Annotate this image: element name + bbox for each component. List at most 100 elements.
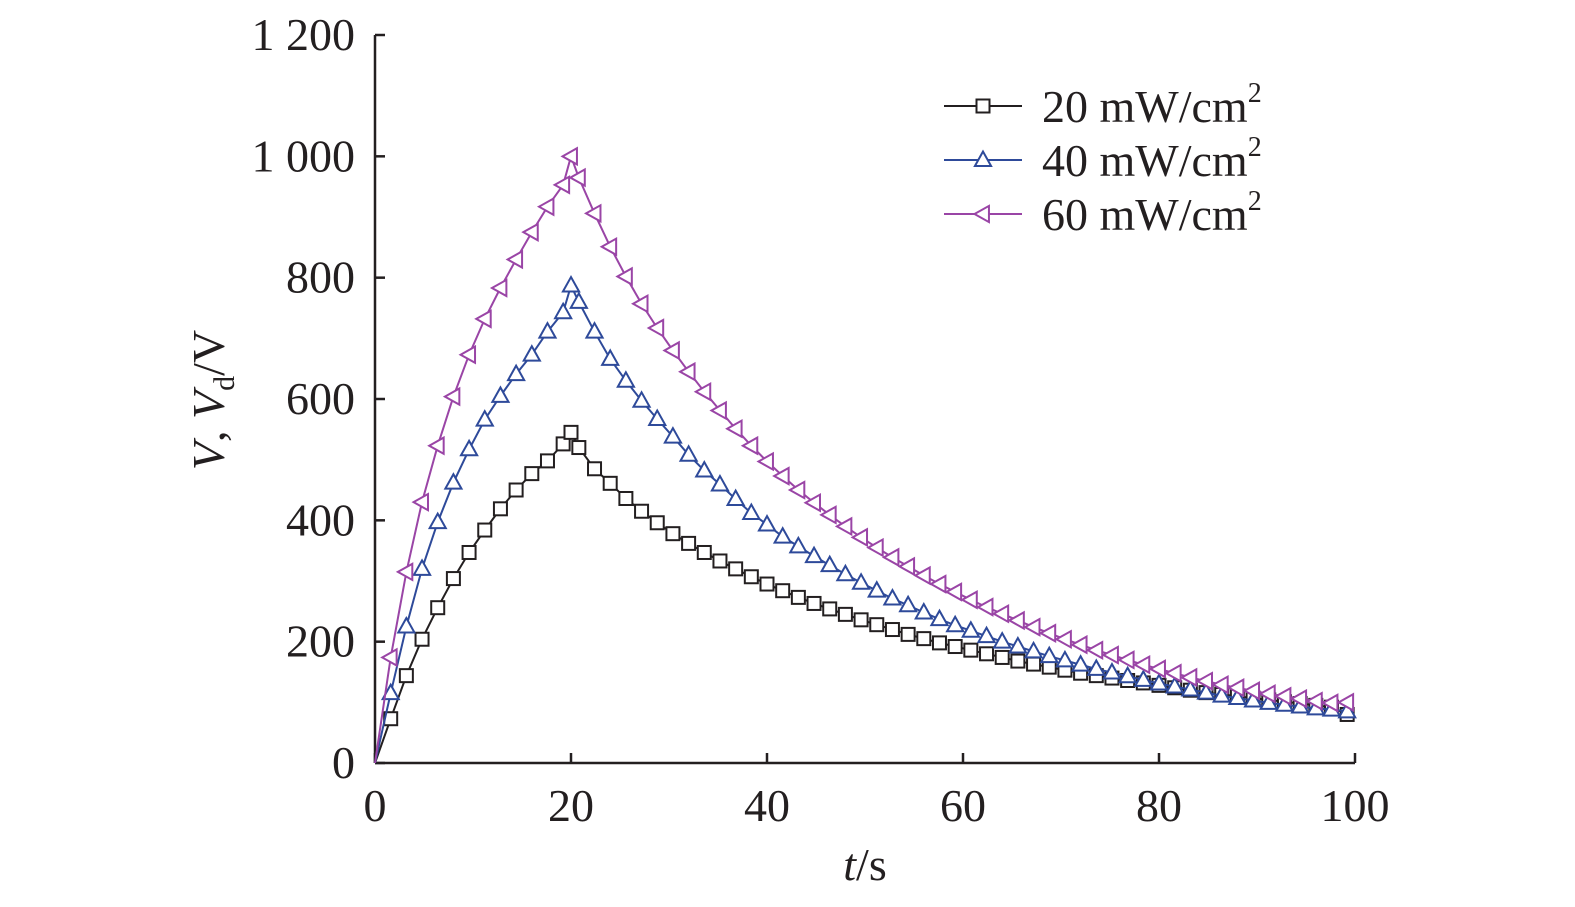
data-point-triangle-left (897, 556, 916, 577)
series-1 (374, 424, 1355, 764)
data-point-triangle-left (1226, 677, 1245, 698)
data-point-triangle-up (1055, 649, 1075, 668)
legend-label-3-superscript: 2 (1248, 186, 1262, 217)
data-point-triangle-up (380, 682, 401, 701)
data-point-square (759, 576, 775, 592)
data-point-triangle-left (631, 293, 649, 314)
data-point-square (947, 639, 963, 655)
data-point-triangle-up (1243, 689, 1263, 708)
data-point-triangle-left (458, 344, 477, 365)
legend-label-2-superscript: 2 (1248, 132, 1262, 163)
data-point-triangle-up (553, 301, 573, 320)
data-point-square (602, 475, 618, 491)
x-ticks: 0 20 40 60 80 100 (364, 753, 1390, 831)
data-point-triangle-left (725, 418, 743, 439)
x-tick-label: 100 (1321, 780, 1390, 831)
data-point-triangle-left (1023, 617, 1041, 637)
data-point-triangle-left (411, 492, 429, 512)
data-point-triangle-left (1007, 610, 1025, 631)
data-point-triangle-up (412, 558, 432, 576)
x-axis-label-variable: t (843, 839, 857, 890)
data-point-triangle-left (1258, 684, 1276, 704)
y-tick-label: 1 000 (252, 130, 356, 181)
legend: 20 mW/cm2 40 mW/cm2 60 mW/cm2 (944, 78, 1262, 240)
data-point-square (492, 501, 508, 517)
series-line-3 (374, 153, 1348, 764)
legend-label-1-text: 20 mW/cm (1042, 81, 1248, 132)
data-point-square (806, 595, 822, 611)
series-line-1 (374, 430, 1348, 764)
data-point-triangle-left (1070, 634, 1088, 655)
data-point-triangle-up (882, 588, 903, 606)
data-point-triangle-up (757, 514, 777, 532)
legend-label-3: 60 mW/cm2 (1042, 186, 1262, 240)
legend-label-1-superscript: 2 (1248, 78, 1262, 109)
data-point-triangle-left (972, 204, 990, 224)
data-point-square (445, 571, 461, 587)
data-point-triangle-left (1211, 674, 1229, 695)
data-point-triangle-up (1102, 662, 1122, 680)
data-point-square (430, 600, 446, 616)
y-tick-label: 600 (286, 373, 355, 424)
data-point-triangle-left (1038, 623, 1057, 643)
data-point-triangle-left (772, 466, 790, 486)
data-point-triangle-up (788, 535, 809, 554)
x-axis-label-unit: /s (856, 839, 887, 890)
data-point-triangle-up (1023, 640, 1044, 659)
data-point-square (869, 617, 885, 633)
data-point-square (884, 622, 900, 638)
data-point-triangle-up (694, 460, 715, 478)
data-point-triangle-up (898, 594, 918, 613)
y-tick-label: 200 (286, 616, 355, 667)
data-point-triangle-up (490, 385, 511, 403)
data-point-triangle-left (1132, 654, 1151, 675)
legend-entry-1: 20 mW/cm2 (944, 78, 1262, 132)
data-point-triangle-left (380, 647, 398, 668)
data-point-triangle-left (615, 266, 633, 287)
series-layer (374, 146, 1357, 764)
x-tick-label: 80 (1136, 780, 1182, 831)
data-point-triangle-up (506, 363, 526, 382)
data-point-triangle-left (756, 451, 774, 472)
data-point-triangle-left (928, 574, 947, 594)
data-point-square (398, 668, 414, 684)
legend-entry-2: 40 mW/cm2 (944, 132, 1262, 186)
data-point-triangle-left (1101, 645, 1119, 665)
data-point-square (979, 646, 995, 662)
y-axis-label-sep: , (183, 419, 234, 442)
data-point-triangle-left (850, 527, 869, 548)
data-point-triangle-up (741, 502, 762, 521)
data-point-triangle-up (1196, 682, 1216, 700)
data-point-square (618, 490, 634, 506)
data-point-triangle-up (443, 472, 464, 490)
data-point-square (931, 635, 947, 651)
series-2 (374, 275, 1357, 764)
data-point-square (900, 626, 916, 642)
data-point-triangle-left (1085, 640, 1104, 660)
legend-label-2-text: 40 mW/cm (1042, 135, 1248, 186)
data-point-square (975, 98, 991, 114)
data-point-square (728, 561, 744, 577)
data-point-triangle-left (442, 386, 461, 407)
x-tick-label: 40 (744, 780, 790, 831)
data-point-square (790, 589, 806, 605)
data-point-triangle-left (1117, 650, 1135, 670)
data-point-square (508, 482, 524, 498)
data-point-triangle-left (1242, 681, 1261, 701)
data-point-square (461, 544, 477, 560)
data-point-square (539, 453, 555, 469)
data-point-triangle-left (1148, 659, 1166, 679)
data-point-triangle-left (881, 547, 900, 568)
data-point-triangle-up (561, 275, 581, 293)
data-point-triangle-left (505, 249, 524, 270)
data-point-triangle-up (537, 321, 558, 339)
data-point-triangle-up (1149, 672, 1169, 691)
data-point-triangle-left (568, 167, 586, 188)
data-point-triangle-up (804, 545, 824, 564)
data-point-triangle-left (693, 381, 712, 402)
data-point-square (681, 535, 697, 551)
data-point-triangle-up (584, 321, 605, 339)
data-point-triangle-left (552, 175, 571, 195)
data-point-triangle-left (489, 278, 508, 298)
